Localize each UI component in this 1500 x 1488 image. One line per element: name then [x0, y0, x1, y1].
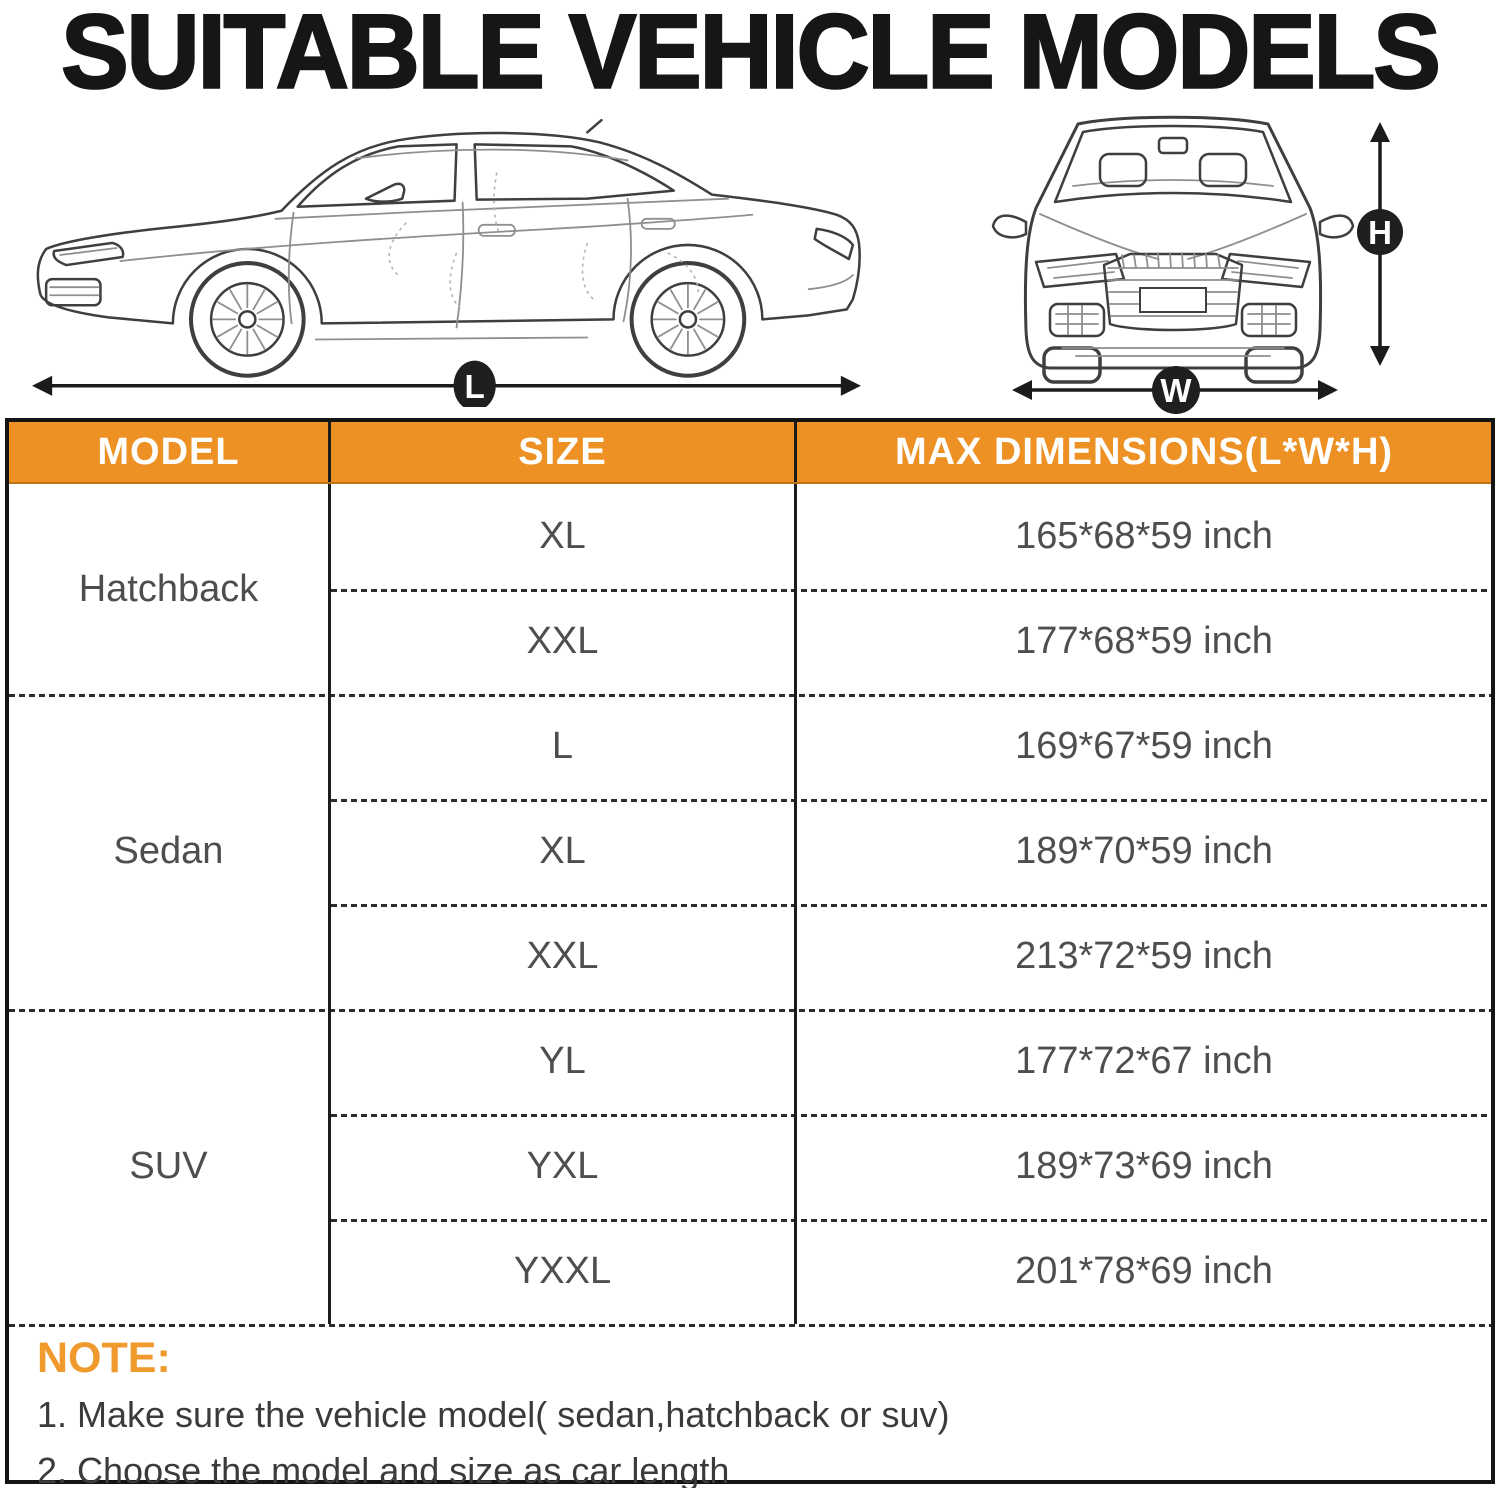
dimensions-cell: 201*78*69 inch — [1015, 1250, 1273, 1292]
size-cell: YL — [331, 1009, 797, 1114]
front-left-tire-icon — [1042, 346, 1102, 384]
width-badge — [1152, 366, 1200, 414]
group-rows: L 169*67*59 inch XL 189*70*59 inch XXL 2… — [331, 694, 1491, 1009]
size-cell: XXL — [331, 904, 797, 1009]
dimensions-cell: 169*67*59 inch — [1015, 725, 1273, 767]
group-rows: YL 177*72*67 inch YXL 189*73*69 inch YXX… — [331, 1009, 1491, 1324]
table-row: L 169*67*59 inch — [331, 694, 1491, 799]
size-cell: XL — [331, 484, 797, 589]
length-badge-letter: L — [465, 369, 485, 406]
table-row: XXL 213*72*59 inch — [331, 904, 1491, 1009]
vehicle-diagram: L — [0, 100, 1500, 418]
length-badge — [453, 360, 496, 407]
size-cell: YXL — [331, 1114, 797, 1219]
model-cell: Sedan — [9, 694, 331, 1009]
car-side-view-drawing: L — [32, 118, 861, 407]
size-cell: L — [331, 694, 797, 799]
header-model: MODEL — [9, 422, 331, 482]
page-title: SUITABLE VEHICLE MODELS — [60, 0, 1442, 110]
table-header-row: MODEL SIZE MAX DIMENSIONS(L*W*H) — [9, 422, 1491, 484]
table-row: XL 165*68*59 inch — [331, 484, 1491, 589]
size-cell: XXL — [331, 589, 797, 694]
front-wheel-icon — [188, 261, 306, 378]
note-item: 1. Make sure the vehicle model( sedan,ha… — [37, 1394, 950, 1436]
table-row: XXL 177*68*59 inch — [331, 589, 1491, 694]
dimensions-cell: 189*70*59 inch — [1015, 830, 1273, 872]
table-group-sedan: Sedan L 169*67*59 inch XL 189*70*59 inch… — [9, 694, 1491, 1009]
model-cell: Hatchback — [9, 484, 331, 694]
table-row: YXL 189*73*69 inch — [331, 1114, 1491, 1219]
rear-wheel-icon — [629, 261, 747, 378]
width-arrow: W — [1012, 366, 1338, 414]
table-row: YXXL 201*78*69 inch — [331, 1219, 1491, 1324]
table-group-suv: SUV YL 177*72*67 inch YXL 189*73*69 inch… — [9, 1009, 1491, 1324]
height-arrow: H — [1357, 122, 1403, 366]
group-rows: XL 165*68*59 inch XXL 177*68*59 inch — [331, 484, 1491, 694]
dimensions-cell: 189*73*69 inch — [1015, 1145, 1273, 1187]
table-row: XL 189*70*59 inch — [331, 799, 1491, 904]
dimensions-cell: 165*68*59 inch — [1015, 515, 1273, 557]
size-cell: XL — [331, 799, 797, 904]
header-dimensions: MAX DIMENSIONS(L*W*H) — [894, 430, 1394, 473]
car-front-view-drawing: H W — [991, 115, 1403, 414]
table-group-hatchback: Hatchback XL 165*68*59 inch XXL 177*68*5… — [9, 484, 1491, 694]
size-table-panel: MODEL SIZE MAX DIMENSIONS(L*W*H) Hatchba… — [5, 418, 1495, 1488]
height-badge-letter: H — [1368, 214, 1392, 251]
width-badge-letter: W — [1160, 372, 1192, 409]
dimensions-cell: 177*72*67 inch — [1015, 1040, 1273, 1082]
table-row: YL 177*72*67 inch — [331, 1009, 1491, 1114]
note-section: NOTE: 1. Make sure the vehicle model( se… — [9, 1324, 1491, 1488]
model-cell: SUV — [9, 1009, 331, 1324]
header-size: SIZE — [331, 422, 797, 482]
length-arrow: L — [32, 360, 861, 407]
dimensions-cell: 213*72*59 inch — [1015, 935, 1273, 977]
note-title: NOTE: — [37, 1334, 171, 1382]
front-right-tire-icon — [1244, 346, 1304, 384]
dimensions-cell: 177*68*59 inch — [1015, 620, 1273, 662]
note-item: 2. Choose the model and size as car leng… — [37, 1449, 730, 1488]
height-badge — [1357, 209, 1403, 255]
size-cell: YXXL — [331, 1219, 797, 1324]
